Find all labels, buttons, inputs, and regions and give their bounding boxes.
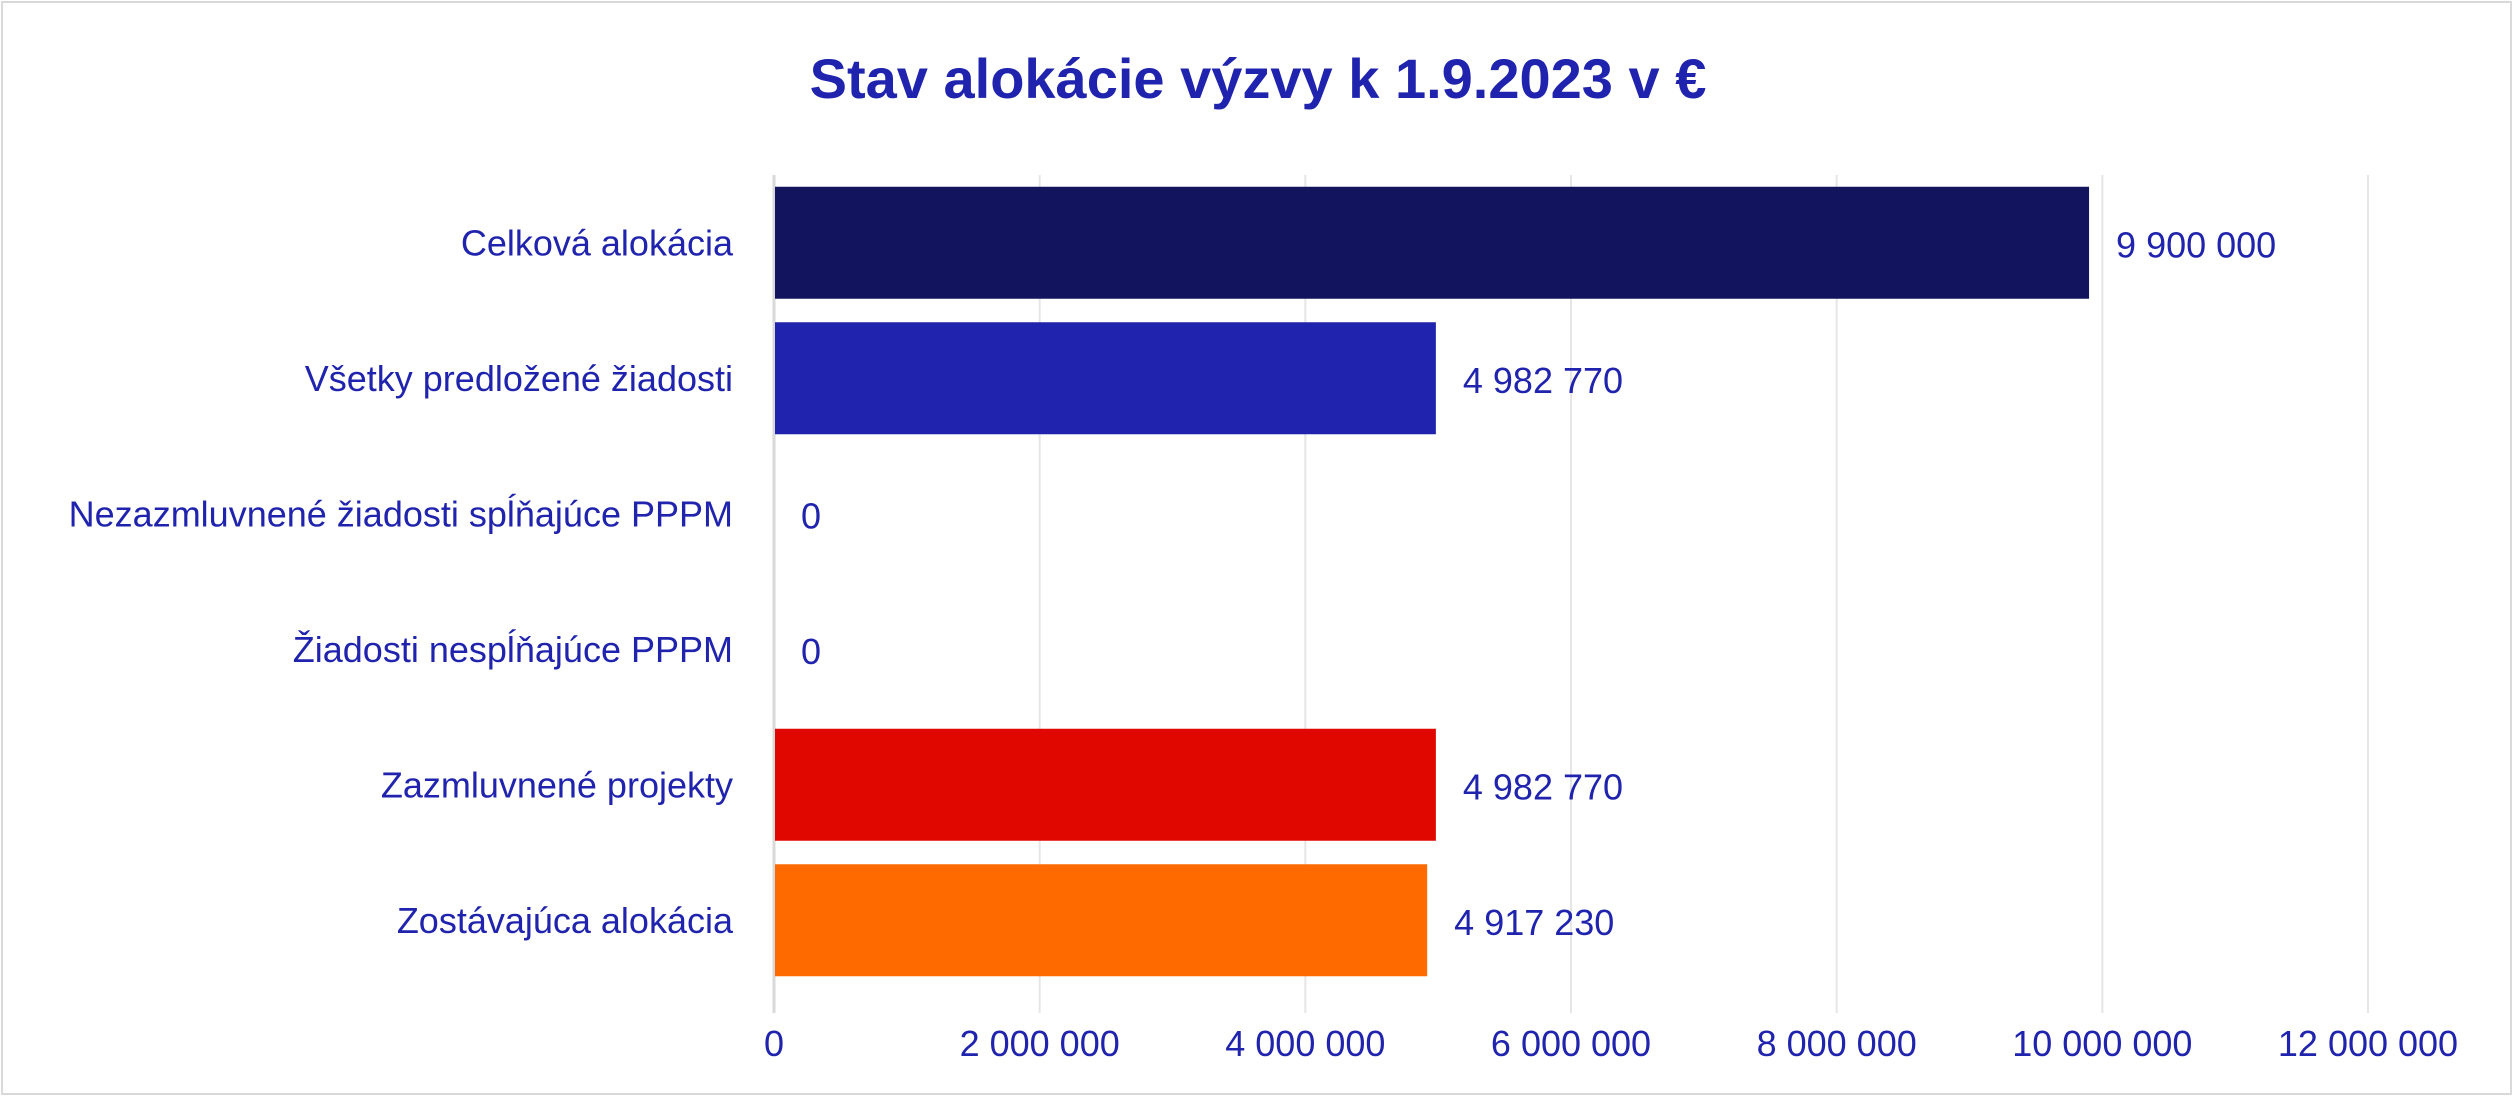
x-tick-label: 6 000 000 <box>1491 1023 1651 1064</box>
x-tick-label: 2 000 000 <box>960 1023 1120 1064</box>
category-label: Zostávajúca alokácia <box>397 900 734 941</box>
bar <box>775 322 1436 435</box>
category-labels: Celková alokácia Všetky predložené žiados… <box>69 222 734 941</box>
bar-chart: Stav alokácie výzvy k 1.9.2023 v € Celko… <box>69 47 2458 1064</box>
bar <box>775 728 1436 841</box>
category-label: Žiadosti nespĺňajúce PPPM <box>293 628 733 670</box>
gridlines <box>772 175 2369 1013</box>
data-label: 4 982 770 <box>1463 766 1623 807</box>
data-label: 4 982 770 <box>1463 360 1623 401</box>
x-tick-label: 8 000 000 <box>1757 1023 1917 1064</box>
chart-title: Stav alokácie výzvy k 1.9.2023 v € <box>810 47 1707 110</box>
category-label: Zazmluvnené projekty <box>381 764 733 805</box>
category-label: Všetky predložené žiadosti <box>305 358 733 399</box>
data-labels: 9 900 000 4 982 770 0 0 4 982 770 4 917 230 <box>801 224 2276 943</box>
x-tick-label: 4 000 000 <box>1225 1023 1385 1064</box>
data-label: 4 917 230 <box>1454 902 1614 943</box>
data-label: 0 <box>801 495 821 536</box>
x-axis-tick-labels: 0 2 000 000 4 000 000 6 000 000 8 000 000 10 … <box>764 1023 2458 1064</box>
bars <box>775 186 2090 977</box>
bar <box>775 864 1428 977</box>
x-tick-label: 0 <box>764 1023 784 1064</box>
category-label: Nezazmluvnené žiadosti spĺňajúce PPPM <box>69 492 733 534</box>
x-tick-label: 12 000 000 <box>2278 1023 2458 1064</box>
data-label: 9 900 000 <box>2116 224 2276 265</box>
x-tick-label: 10 000 000 <box>2012 1023 2192 1064</box>
data-label: 0 <box>801 631 821 672</box>
category-label: Celková alokácia <box>461 222 734 263</box>
bar <box>775 186 2090 299</box>
